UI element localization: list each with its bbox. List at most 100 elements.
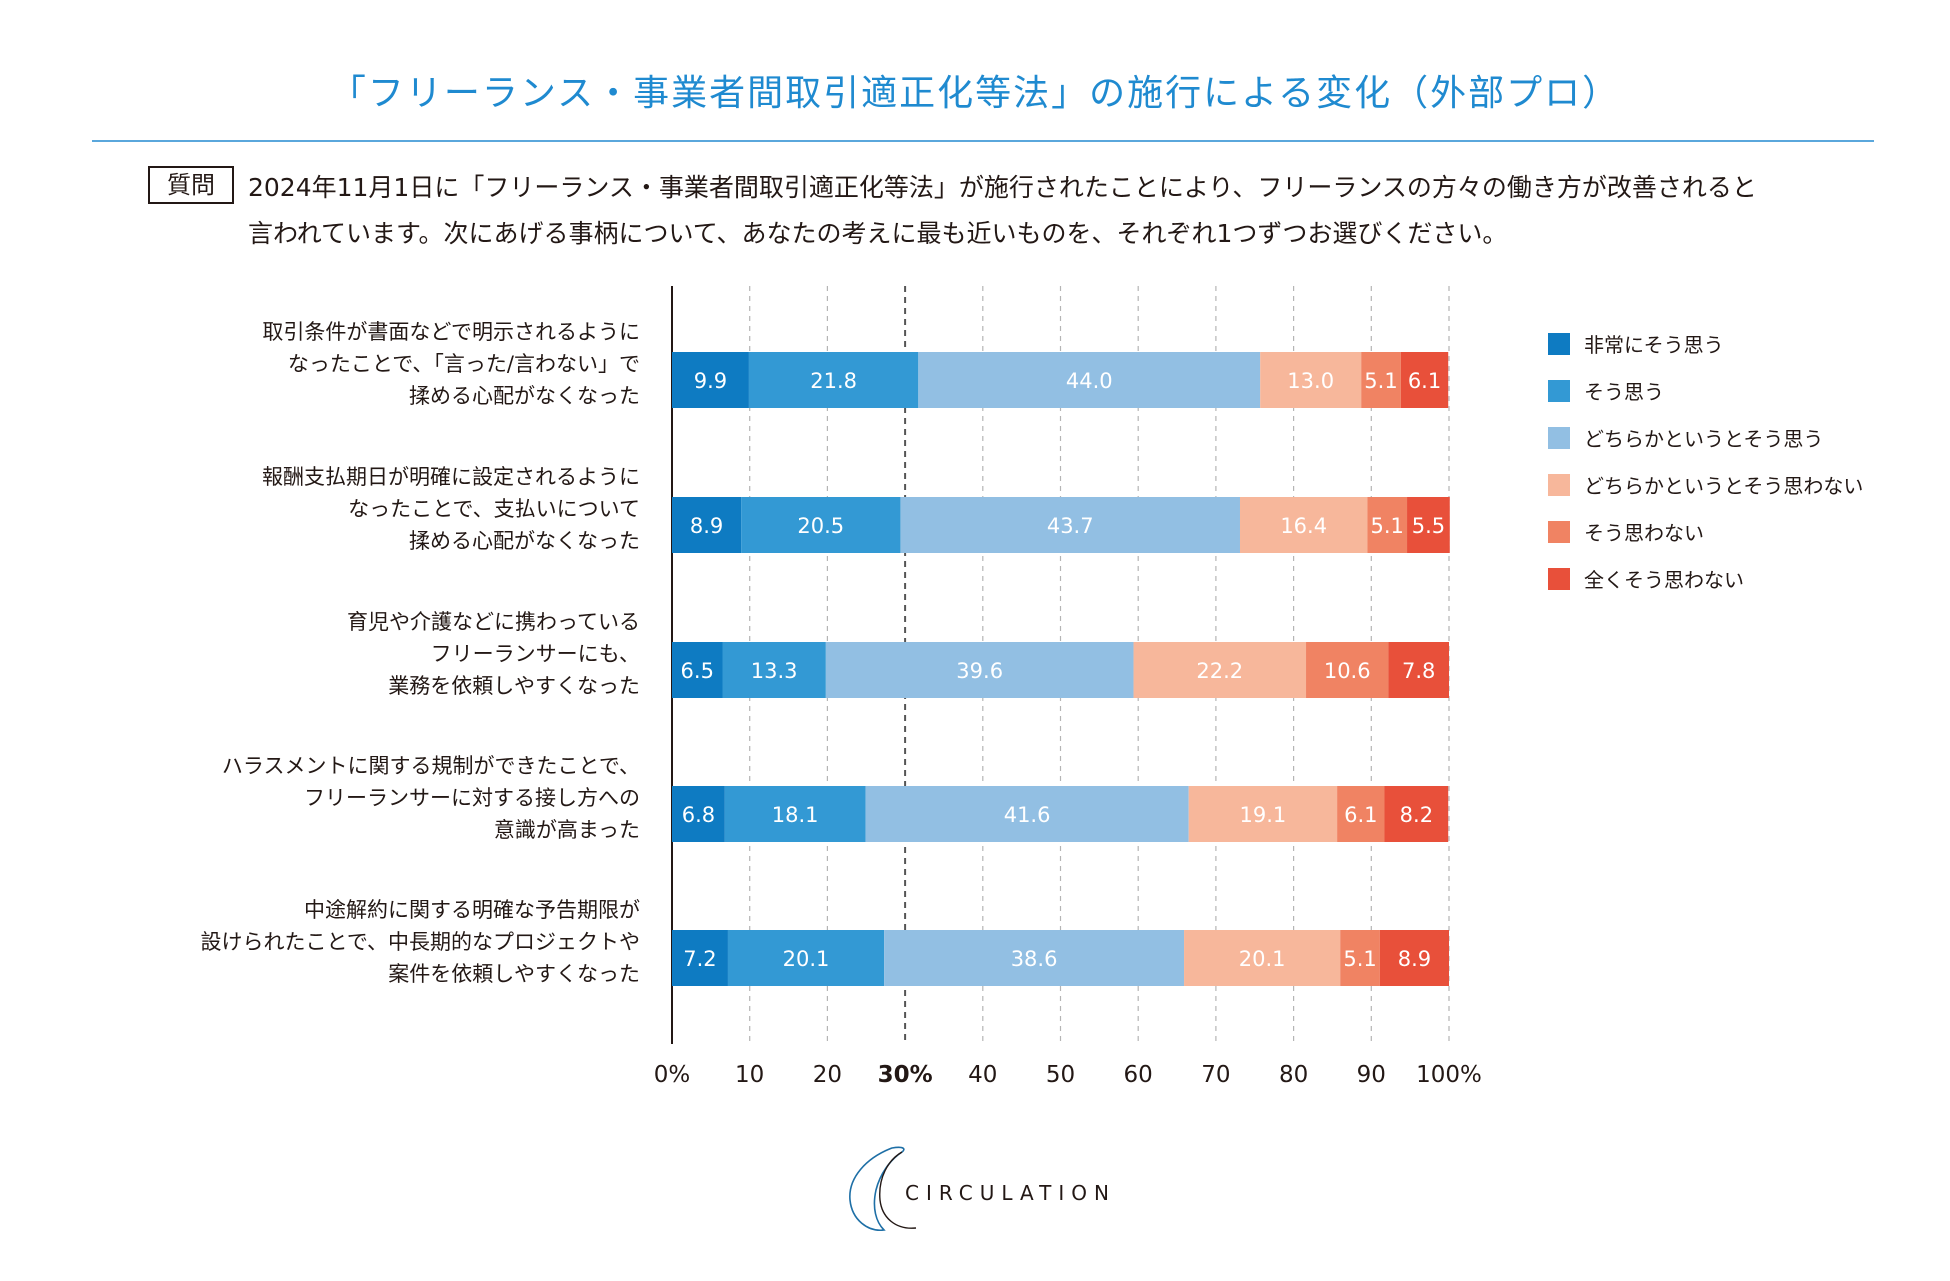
category-label-line: 揉める心配がなくなった [409, 529, 640, 553]
category-label-line: 業務を依頼しやすくなった [388, 674, 640, 698]
data-label: 39.6 [956, 659, 1003, 683]
question-text-line-2: 言われています。次にあげる事柄について、あなたの考えに最も近いものを、それぞれ1… [248, 219, 1508, 248]
category-label-line: 案件を依頼しやすくなった [388, 962, 640, 986]
bar-segment [724, 786, 866, 842]
question-text-line-1: 2024年11月1日に「フリーランス・事業者間取引適正化等法」が施行されたことに… [248, 173, 1757, 202]
category-label-line: 揉める心配がなくなった [409, 384, 640, 408]
bar-segment [722, 642, 826, 698]
data-label: 16.4 [1280, 514, 1327, 538]
data-label: 10.6 [1324, 659, 1371, 683]
chart-title: 「フリーランス・事業者間取引適正化等法」の施行による変化（外部プロ） [329, 73, 1621, 114]
legend-label: そう思わない [1584, 521, 1704, 545]
bar-segment [1239, 497, 1368, 553]
legend-swatch [1548, 473, 1570, 496]
data-label: 5.1 [1371, 514, 1404, 538]
data-label: 13.3 [751, 659, 798, 683]
legend-item: どちらかというとそう思う [1548, 414, 1863, 461]
bar-segment [748, 352, 919, 408]
bar-segment [1306, 642, 1389, 698]
data-label: 5.5 [1412, 514, 1445, 538]
bar-segment [1367, 497, 1408, 553]
legend-swatch [1548, 426, 1570, 449]
legend-label: 非常にそう思う [1584, 333, 1724, 357]
bar-segment [1384, 786, 1449, 842]
legend-swatch [1548, 520, 1570, 543]
legend-item: そう思わない [1548, 508, 1863, 555]
legend-swatch [1548, 332, 1570, 355]
legend-item: そう思う [1548, 367, 1863, 414]
bar-segment [1260, 352, 1362, 408]
legend-item: どちらかというとそう思わない [1548, 461, 1863, 508]
bar-segment [865, 786, 1189, 842]
data-label: 8.2 [1400, 803, 1433, 827]
bar-segment [1379, 930, 1449, 986]
x-tick-label: 80 [1279, 1062, 1308, 1088]
bar-segment [918, 352, 1261, 408]
x-tick-label: 50 [1046, 1062, 1075, 1088]
bar-segment [672, 786, 725, 842]
bar-segment [825, 642, 1134, 698]
legend-label: 全くそう思わない [1584, 568, 1744, 592]
category-label: 中途解約に関する明確な予告期限が 設けられたことで、中長期的なプロジェクトや 案件を… [120, 894, 640, 990]
legend-swatch [1548, 567, 1570, 590]
x-tick-label: 90 [1357, 1062, 1386, 1088]
data-label: 22.2 [1196, 659, 1243, 683]
bar-segment [1337, 786, 1385, 842]
legend-label: どちらかというとそう思わない [1584, 474, 1864, 498]
data-label: 13.0 [1287, 369, 1334, 393]
x-tick-label: 70 [1201, 1062, 1230, 1088]
bar-segment [672, 930, 728, 986]
data-label: 8.9 [690, 514, 723, 538]
category-label-line: 意識が高まった [493, 818, 640, 842]
category-label-line: なったことで、「言った/言わない」で [287, 352, 640, 376]
data-label: 20.1 [1239, 947, 1286, 971]
x-tick-label: 60 [1124, 1062, 1153, 1088]
x-tick-label: 30% [878, 1062, 933, 1088]
category-label-line: 中途解約に関する明確な予告期限が [304, 898, 640, 922]
data-label: 21.8 [810, 369, 857, 393]
data-label: 19.1 [1240, 803, 1287, 827]
category-label: 報酬支払期日が明確に設定されるようになったことで、支払いについて揉める心配がなく… [120, 461, 640, 557]
brand-name: CIRCULATION [905, 1181, 1116, 1205]
data-label: 9.9 [694, 369, 727, 393]
data-label: 43.7 [1047, 514, 1094, 538]
bar-segment [1407, 497, 1450, 553]
data-label: 18.1 [772, 803, 819, 827]
category-label-line: なったことで、支払いについて [348, 497, 640, 521]
bar-segment [1400, 352, 1449, 408]
bar-segment [1340, 930, 1380, 986]
data-label: 5.1 [1343, 947, 1376, 971]
data-label: 38.6 [1011, 947, 1058, 971]
circulation-logo-mark [849, 1146, 917, 1231]
data-label: 7.2 [683, 947, 716, 971]
chart-legend: 非常にそう思う そう思うどちらかというとそう思うどちらかというとそう思わない そう思… [1548, 320, 1863, 602]
bar-segment [672, 352, 749, 408]
x-tick-label: 0% [654, 1062, 691, 1088]
legend-label: どちらかというとそう思う [1584, 427, 1824, 451]
data-label: 41.6 [1004, 803, 1051, 827]
category-label: 育児や介護などに携わっている フリーランサーにも、 業務を依頼しやすくなった [120, 606, 640, 702]
data-label: 6.5 [681, 659, 714, 683]
data-label: 7.8 [1402, 659, 1435, 683]
data-label: 5.1 [1364, 369, 1397, 393]
x-tick-label: 10 [735, 1062, 764, 1088]
data-label: 20.1 [783, 947, 830, 971]
category-label-line: 育児や介護などに携わっている [347, 610, 640, 634]
category-label: 取引条件が書面などで明示されるようになったことで、「言った/言わない」で揉める心… [120, 316, 640, 412]
category-label: ハラスメントに関する規制ができたことで、 フリーランサーに対する接し方への 意識が高… [120, 750, 640, 846]
legend-label: そう思う [1584, 380, 1664, 404]
category-label-line: 報酬支払期日が明確に設定されるように [262, 465, 640, 489]
bar-segment [1188, 786, 1338, 842]
legend-swatch [1548, 379, 1570, 402]
bar-segment [672, 497, 742, 553]
bar-segment [672, 642, 723, 698]
bar-segment [884, 930, 1185, 986]
data-label: 6.8 [682, 803, 715, 827]
category-label-line: 取引条件が書面などで明示されるように [262, 320, 640, 344]
x-tick-label: 100% [1416, 1062, 1482, 1088]
data-label: 44.0 [1066, 369, 1113, 393]
bar-segment [900, 497, 1240, 553]
question-label: 質問 [148, 166, 234, 204]
x-tick-label: 40 [968, 1062, 997, 1088]
